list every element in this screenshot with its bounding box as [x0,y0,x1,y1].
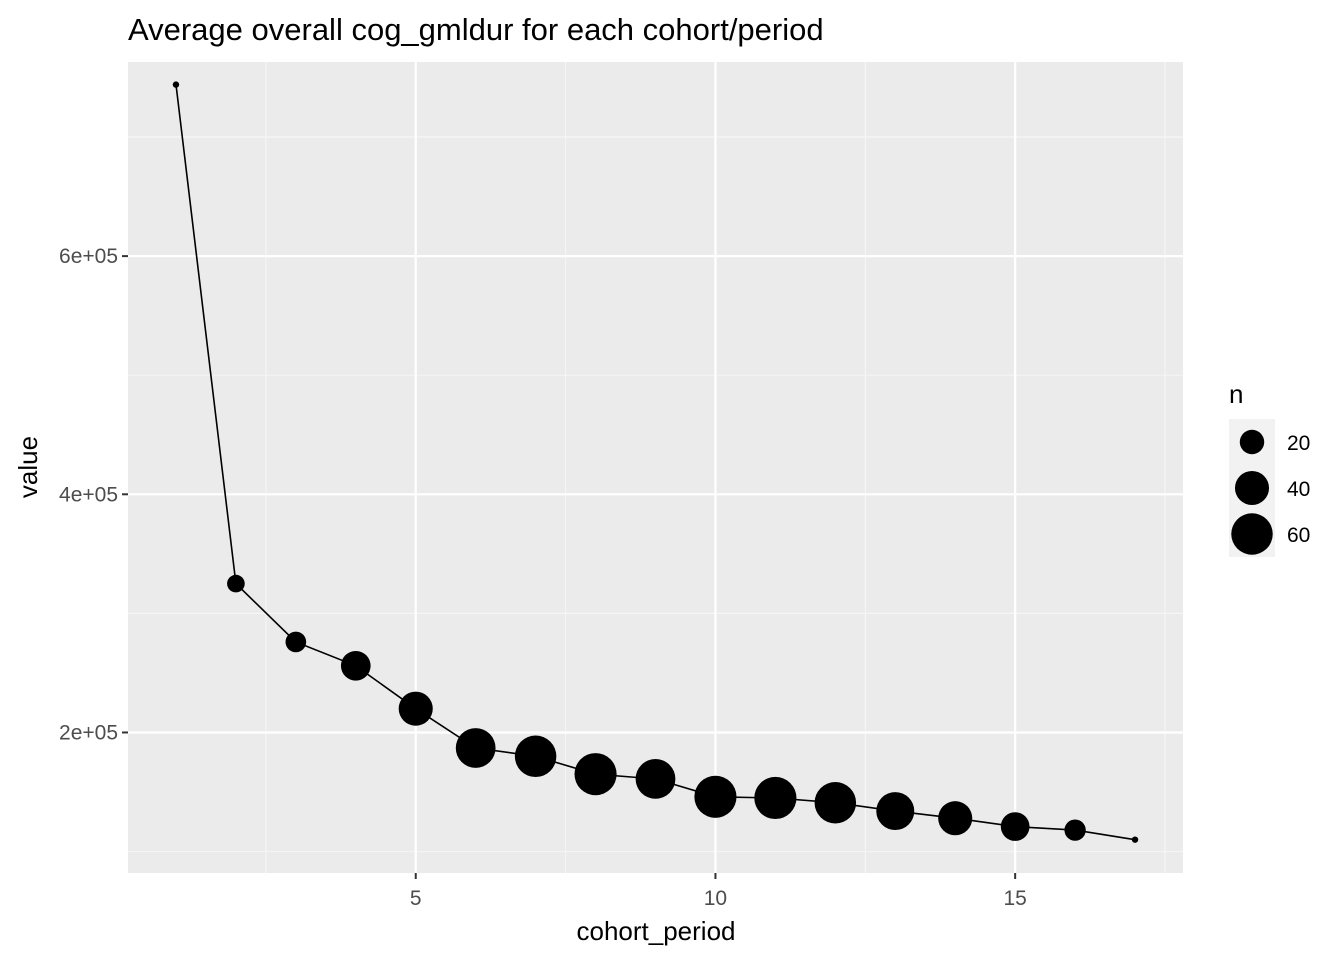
data-point [814,781,857,824]
data-point [172,81,180,88]
x-tick-label: 10 [704,887,727,910]
data-point [876,792,915,831]
data-point [514,735,557,778]
y-tick-label: 2e+05 [59,721,118,744]
legend-label: 40 [1287,478,1310,501]
data-point [398,691,433,726]
legend-title: n [1229,379,1243,409]
data-point [1064,819,1086,841]
data-point [455,728,496,768]
legend-label: 20 [1287,432,1310,455]
data-point [285,631,307,653]
y-tick-label: 6e+05 [59,245,118,268]
data-point [1000,812,1030,841]
y-axis: 2e+05 4e+05 6e+05 [59,245,128,744]
x-tick-label: 15 [1003,887,1026,910]
x-axis-title: cohort_period [577,916,736,946]
x-tick-label: 5 [410,887,422,910]
data-point [227,574,245,593]
series-points [172,81,1139,843]
data-point [635,759,676,799]
grid-minor [128,62,1183,873]
plot-panel [128,62,1183,873]
grid-major [128,62,1183,873]
data-point [938,801,973,836]
data-point [754,776,797,820]
legend-key-symbol [1234,470,1270,506]
legend-key-symbol [1239,429,1265,455]
chart-title: Average overall cog_gmldur for each coho… [128,12,824,47]
data-point [340,650,371,681]
legend-key-symbol [1231,513,1273,555]
data-point [574,753,617,796]
y-tick-label: 4e+05 [59,483,118,506]
x-axis: 5 10 15 [410,873,1027,910]
data-point [1131,836,1139,843]
y-axis-title: value [13,436,43,498]
legend: n 20 40 60 [1229,379,1310,557]
data-point [694,775,737,818]
legend-label: 60 [1287,524,1310,547]
